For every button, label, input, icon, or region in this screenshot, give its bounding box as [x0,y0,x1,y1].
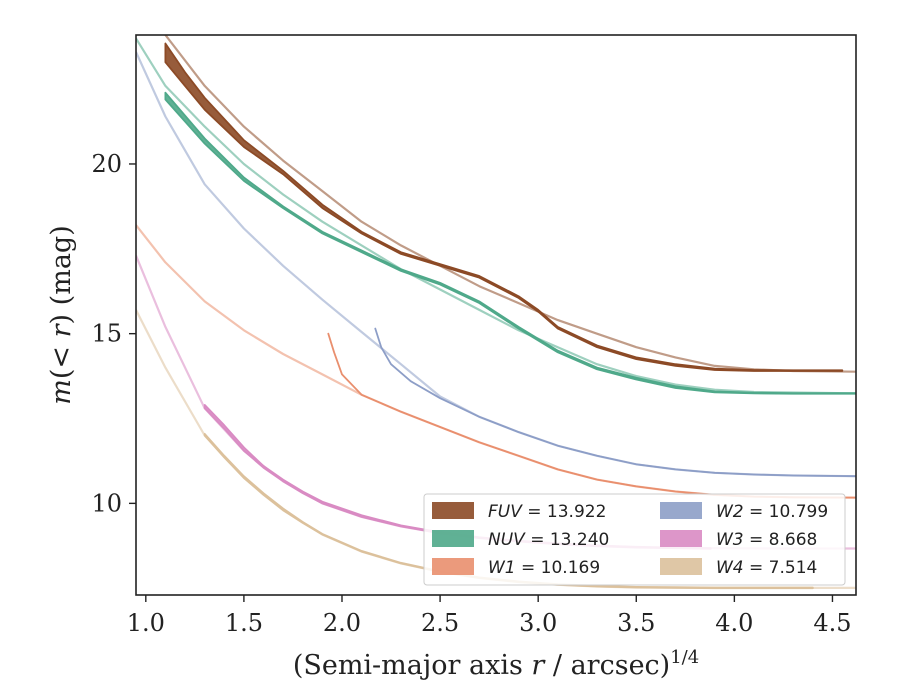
x-axis-label: (Semi-major axis r / arcsec)1/4 [293,647,699,681]
w1-model-line [136,224,856,499]
w2-profile-band [374,327,856,478]
w1-legend-label: W1 = 10.169 [488,558,600,578]
fuv-profile-band [164,42,844,372]
plot-frame [135,34,857,596]
fuv-legend-label: FUV = 13.922 [488,502,606,522]
w3-legend-label: W3 = 8.668 [716,530,817,550]
x-tick-label: 4.5 [813,609,851,637]
fuv-legend-swatch [432,502,474,519]
w4-legend-swatch [660,558,702,575]
y-tick-label: 10 [91,489,122,517]
w4-profile-band [203,432,814,590]
w4-legend-label: W4 = 7.514 [716,558,817,578]
x-tick-label: 1.0 [127,609,165,637]
nuv-legend-swatch [432,530,474,547]
nuv-model-line [136,37,856,395]
nuv-profile-band [164,91,856,395]
w1-legend-swatch [432,558,474,575]
legend: FUV = 13.922 NUV = 13.240 W1 = 10.169 W2 = … [423,493,846,586]
w2-legend-swatch [660,502,702,519]
y-axis-ticks: 10 15 20 [91,150,136,517]
w1-profile-band [327,332,856,499]
x-tick-label: 3.0 [519,609,557,637]
x-tick-label: 1.5 [225,609,263,637]
w2-legend-label: W2 = 10.799 [716,502,828,522]
legend-box [423,493,846,586]
nuv-legend-label: NUV = 13.240 [488,530,609,550]
y-tick-label: 20 [91,150,122,178]
x-tick-label: 4.0 [715,609,753,637]
x-tick-label: 2.0 [323,609,361,637]
fuv-model-line [164,35,856,373]
y-tick-label: 15 [91,320,122,348]
x-tick-label: 3.5 [617,609,655,637]
y-axis-label: m(< r) (mag) [46,225,77,404]
w2-model-line [136,51,856,478]
x-tick-label: 2.5 [421,609,459,637]
w3-legend-swatch [660,530,702,547]
x-axis-ticks: 1.0 1.5 2.0 2.5 3.0 3.5 4.0 4.5 [127,595,852,637]
